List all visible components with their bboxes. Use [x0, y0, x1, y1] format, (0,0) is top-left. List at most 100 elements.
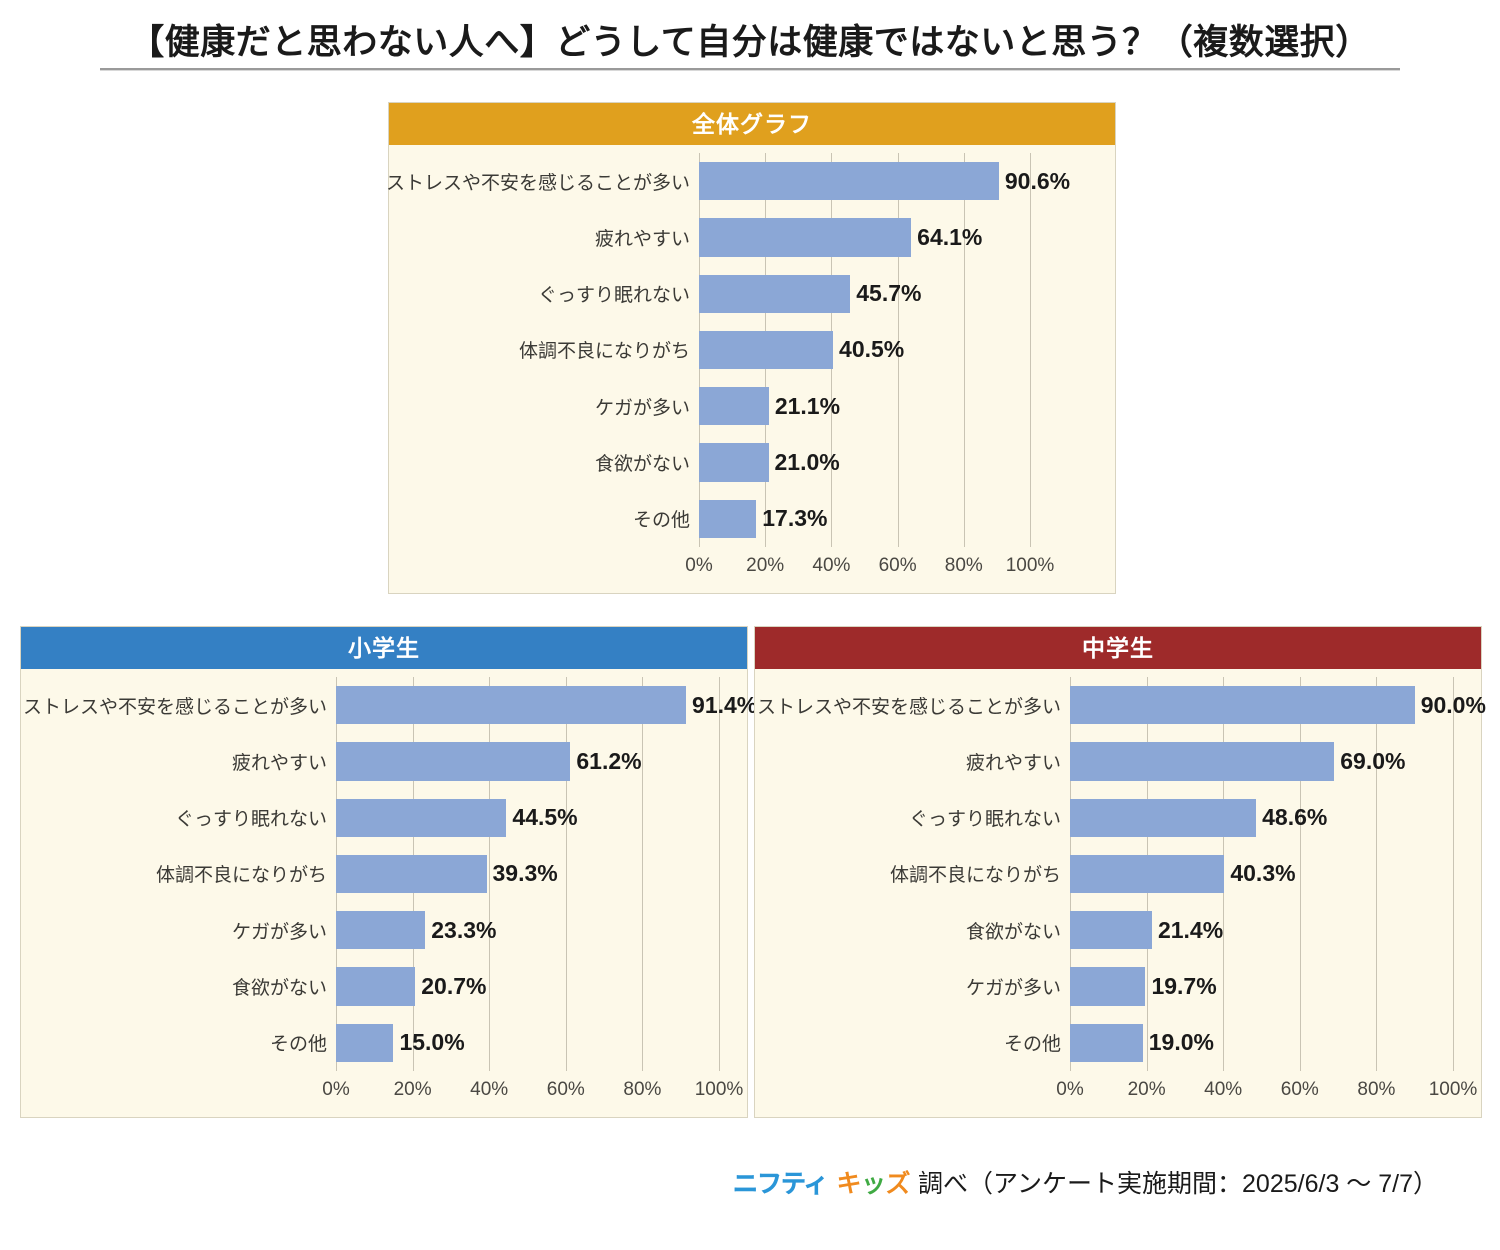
bar-category-label: 食欲がない [965, 921, 1061, 943]
x-axis-tick: 80% [623, 1079, 662, 1100]
gridline [963, 153, 965, 547]
x-axis-tick: 100% [1428, 1079, 1478, 1100]
plot-area: ストレスや不安を感じることが多い 90.6% 疲れやすい 64.1% ぐっすり眠れない 4… [386, 153, 1070, 547]
bar-row: 疲れやすい 69.0% [966, 733, 1453, 789]
bar [336, 854, 487, 894]
bar-value-label: 90.0% [1420, 691, 1486, 718]
bar-value-label: 19.0% [1148, 1029, 1214, 1056]
brand-kids-char-2: ッ [861, 1170, 886, 1198]
bar-value-label: 17.3% [762, 505, 828, 532]
bar-chart-overall: ストレスや不安を感じることが多い 90.6% 疲れやすい 64.1% ぐっすり眠れない 4… [386, 145, 1115, 593]
bar-value-label: 20.7% [421, 973, 487, 1000]
chart-panel-overall: 全体グラフ ストレスや不安を感じることが多い 90.6% 疲れやすい 64.1% ぐっす… [386, 102, 1116, 594]
gridline [1299, 677, 1301, 1071]
chart-title-overall: 全体グラフ [389, 103, 1115, 145]
bar-category-label: 疲れやすい [231, 752, 327, 774]
bar-value-label: 69.0% [1340, 747, 1406, 774]
bar-value-label: 61.2% [576, 747, 642, 774]
brand-kids-char-1: キ [836, 1170, 861, 1198]
bar-value-label: 48.6% [1262, 804, 1328, 831]
bar-category-label: ストレスや不安を感じることが多い [756, 696, 1061, 718]
bar-value-label: 21.0% [774, 449, 840, 476]
chart-body-junior: ストレスや不安を感じることが多い 90.0% 疲れやすい 69.0% ぐっすり眠れない 4… [755, 669, 1486, 1117]
bar-row: ケガが多い 23.3% [232, 902, 719, 958]
x-axis-tick: 80% [944, 555, 983, 576]
bar [699, 387, 769, 426]
bar-category-label: ストレスや不安を感じることが多い [385, 172, 690, 194]
bar-category-label: ぐっすり眠れない [174, 809, 327, 831]
x-axis-tick: 20% [1127, 1079, 1166, 1100]
bar-value-label: 21.4% [1157, 916, 1224, 943]
x-axis-tick: 100% [694, 1079, 744, 1100]
gridline [1376, 677, 1378, 1071]
brand-kids-badge: キッズ [834, 1164, 913, 1200]
x-axis: 0% 20% 40% 60% 80% 100% [685, 555, 1054, 585]
bar-category-label: 食欲がない [231, 978, 327, 1000]
bar-value-label: 91.4% [692, 691, 758, 718]
bar-value-label: 39.3% [492, 860, 558, 887]
bar [336, 798, 507, 837]
bar [699, 499, 757, 538]
x-axis-tick: 60% [546, 1079, 585, 1100]
bar [1070, 854, 1225, 894]
bar-row: ぐっすり眠れない 45.7% [538, 266, 1030, 322]
x-axis-tick: 40% [470, 1079, 509, 1100]
survey-period-note: 調べ（アンケート実施期間：2025/6/3 〜 7/7） [918, 1170, 1438, 1198]
x-axis-tick: 60% [878, 555, 917, 576]
gridline [489, 677, 491, 1071]
x-axis-tick: 60% [1280, 1079, 1319, 1100]
bar [336, 967, 416, 1006]
bar-category-label: その他 [632, 510, 690, 532]
x-axis-tick: 0% [1056, 1079, 1084, 1100]
x-axis-tick: 20% [393, 1079, 432, 1100]
bar [336, 686, 687, 725]
bar-category-label: ぐっすり眠れない [908, 809, 1061, 831]
bar-row: 体調不良になりがち 40.5% [519, 322, 1030, 378]
nifty-kids-logo: ニフティ キッズ [732, 1164, 913, 1200]
bar-row: ストレスや不安を感じることが多い 90.6% [386, 153, 1070, 209]
bar-category-label: ケガが多い [965, 978, 1061, 1000]
bar [336, 911, 426, 950]
bar [1070, 798, 1257, 837]
bar-category-label: 疲れやすい [594, 228, 690, 250]
bar-value-label: 64.1% [917, 223, 983, 250]
x-axis: 0% 20% 40% 60% 80% 100% [1056, 1079, 1477, 1109]
bar-row: 食欲がない 21.4% [966, 902, 1453, 958]
bar-row: 体調不良になりがち 39.3% [156, 846, 719, 902]
bar-row: 疲れやすい 64.1% [595, 209, 1030, 265]
bar-category-label: ケガが多い [594, 397, 690, 419]
bar [336, 742, 571, 781]
bar-rows: ストレスや不安を感じることが多い 91.4% 疲れやすい 61.2% ぐっすり眠れない 4… [23, 677, 757, 1071]
plot-area: ストレスや不安を感じることが多い 91.4% 疲れやすい 61.2% ぐっすり眠れない 4… [23, 677, 757, 1071]
gridline [565, 677, 567, 1071]
bar-category-label: その他 [269, 1034, 327, 1056]
bar [1070, 686, 1415, 725]
bar-rows: ストレスや不安を感じることが多い 90.0% 疲れやすい 69.0% ぐっすり眠れない 4… [757, 677, 1486, 1071]
brand-nifty-text: ニフティ [732, 1170, 829, 1199]
bar-category-label: 食欲がない [594, 454, 690, 476]
bar-value-label: 90.6% [1004, 167, 1071, 194]
bar-row: ケガが多い 21.1% [595, 378, 1030, 434]
brand-kids-char-3: ズ [885, 1170, 911, 1198]
bar-row: その他 15.0% [270, 1015, 719, 1071]
x-axis-tick: 0% [685, 555, 713, 576]
x-axis-tick: 80% [1357, 1079, 1396, 1100]
bar [699, 162, 999, 201]
bar [1070, 911, 1152, 950]
bar-value-label: 40.5% [839, 336, 905, 363]
bar-row: その他 19.0% [1004, 1015, 1453, 1071]
bar [1070, 967, 1146, 1006]
plot-area: ストレスや不安を感じることが多い 90.0% 疲れやすい 69.0% ぐっすり眠れない 4… [757, 677, 1486, 1071]
x-axis-tick: 20% [746, 555, 785, 576]
bar-row: 食欲がない 21.0% [595, 434, 1030, 490]
bar-category-label: 体調不良になりがち [518, 341, 690, 363]
chart-body-overall: ストレスや不安を感じることが多い 90.6% 疲れやすい 64.1% ぐっすり眠れない 4… [386, 145, 1115, 593]
bar-chart-elementary: ストレスや不安を感じることが多い 91.4% 疲れやすい 61.2% ぐっすり眠れない 4… [21, 669, 757, 1117]
footer: ニフティ キッズ 調べ（アンケート実施期間：2025/6/3 〜 7/7） [0, 1152, 1500, 1212]
bar-row: ぐっすり眠れない 48.6% [909, 790, 1453, 846]
bar-chart-junior: ストレスや不安を感じることが多い 90.0% 疲れやすい 69.0% ぐっすり眠れない 4… [755, 669, 1486, 1117]
bar-row: その他 17.3% [633, 491, 1030, 547]
bar-value-label: 19.7% [1151, 973, 1217, 1000]
gridline [897, 153, 899, 547]
bar-category-label: ストレスや不安を感じることが多い [22, 696, 327, 718]
